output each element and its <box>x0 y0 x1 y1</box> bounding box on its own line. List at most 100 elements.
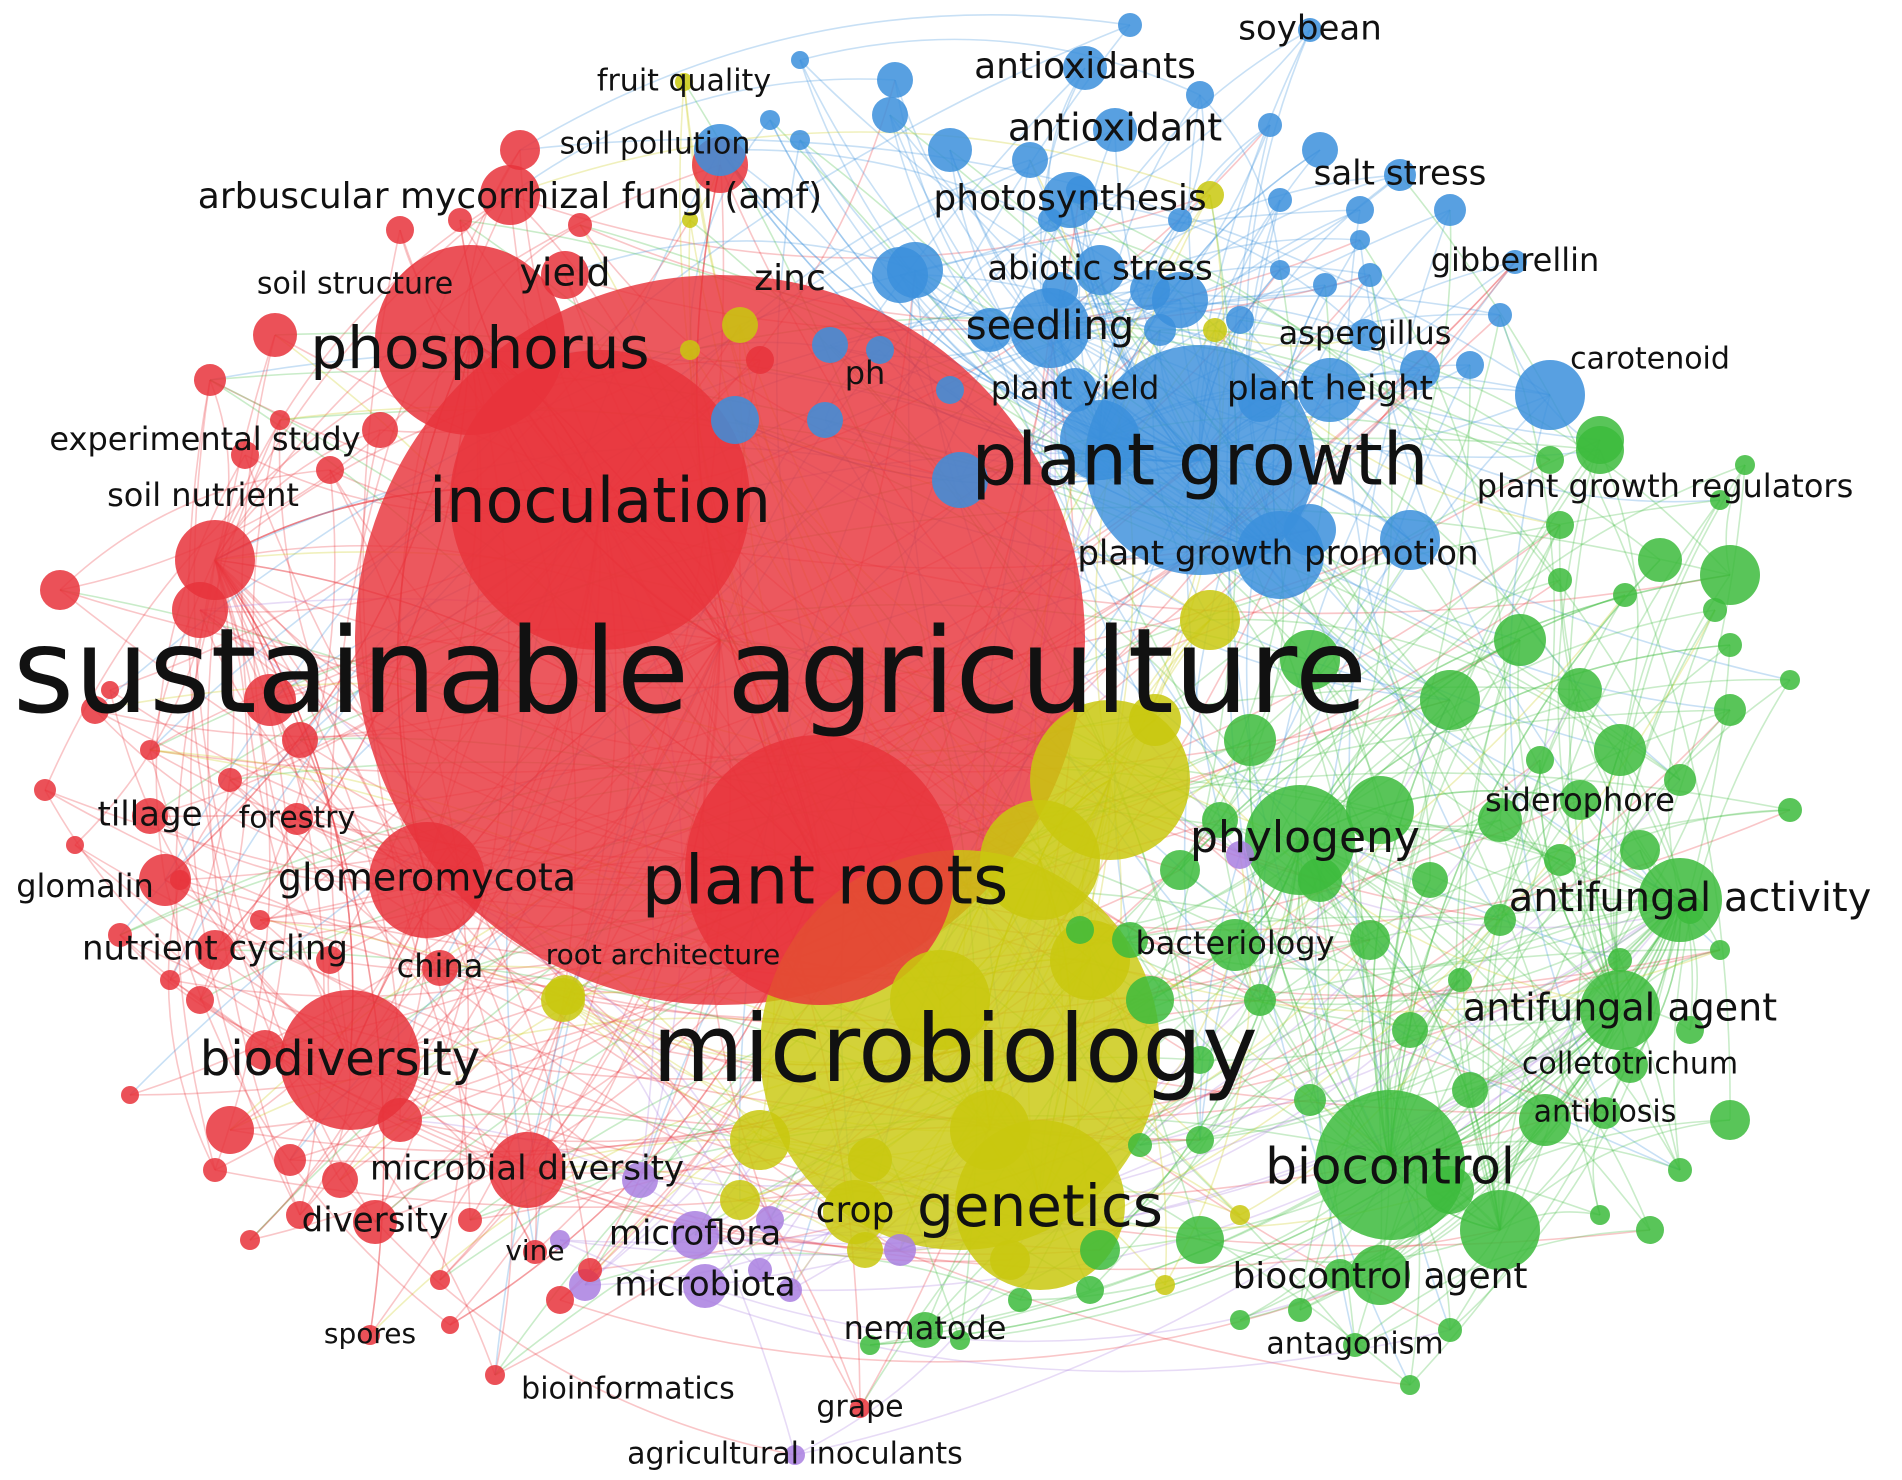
link-edge <box>1359 239 1507 821</box>
keyword-label-genetics: genetics <box>917 1172 1163 1240</box>
keyword-node-red <box>139 854 191 906</box>
keyword-node-blue <box>1238 378 1282 422</box>
link-edge <box>1049 174 1401 329</box>
link-edge <box>1389 559 1661 1166</box>
keyword-node-red <box>121 1086 139 1104</box>
keyword-node-green <box>1676 896 1704 924</box>
link-edge <box>1386 439 1601 1166</box>
keyword-node-yellow <box>730 1110 790 1170</box>
link-edge <box>1199 364 1471 1141</box>
keyword-label-grape: grape <box>816 1390 903 1425</box>
keyword-node-red <box>270 410 290 430</box>
link-edge <box>1149 124 1271 291</box>
link-edge <box>1309 529 1431 881</box>
keyword-node-red <box>568 213 592 237</box>
keyword-label-bacteriology: bacteriology <box>1135 924 1334 962</box>
keyword-node-blue <box>1313 273 1337 297</box>
link-edge <box>559 1274 1381 1363</box>
keyword-node-green <box>1558 668 1602 712</box>
keyword-node-red <box>541 251 589 299</box>
link-edge <box>1259 899 1681 1006</box>
keyword-node-red <box>316 946 344 974</box>
keyword-node-green <box>1664 764 1696 796</box>
keyword-node-red <box>172 582 228 638</box>
link-edge <box>339 1179 796 1456</box>
keyword-node-blue <box>1118 13 1142 37</box>
keyword-node-green <box>1412 862 1448 898</box>
link-edge <box>214 559 271 1171</box>
keyword-node-red <box>746 346 774 374</box>
link-edge <box>1299 839 1501 1231</box>
keyword-label-phylogeny: phylogeny <box>1190 812 1420 863</box>
keyword-node-blue <box>872 97 908 133</box>
keyword-node-green <box>1526 746 1554 774</box>
link-edge <box>1199 1229 1501 1264</box>
keyword-label-soil-nutrient: soil nutrient <box>107 476 299 514</box>
keyword-node-purple <box>748 1258 772 1282</box>
link-edge <box>1069 199 1366 336</box>
link-edge <box>1259 274 1393 1001</box>
link-edge <box>1299 839 1606 1114</box>
link-edge <box>1509 394 1606 1114</box>
keyword-node-yellow <box>980 800 1100 920</box>
keyword-node-green <box>1076 1276 1104 1304</box>
keyword-label-soil-pollution: soil pollution <box>560 127 751 162</box>
keyword-node-yellow <box>1129 694 1181 746</box>
keyword-node-red <box>274 1144 306 1176</box>
keyword-node-blue <box>1488 303 1512 327</box>
keyword-node-blue <box>936 376 964 404</box>
keyword-node-blue <box>807 402 843 438</box>
keyword-label-diversity: diversity <box>302 1201 449 1241</box>
keyword-node-purple <box>778 1278 802 1302</box>
keyword-node-red <box>485 1365 505 1385</box>
keyword-node-red <box>240 1230 260 1250</box>
link-edge <box>1214 329 1366 347</box>
keyword-node-green <box>1343 1333 1367 1357</box>
link-edge <box>509 131 1211 196</box>
keyword-label-inoculation: inoculation <box>429 464 771 537</box>
keyword-node-green <box>1735 455 1755 475</box>
keyword-node-yellow <box>823 1180 887 1244</box>
link-edge <box>1199 94 1281 271</box>
link-edge <box>1346 209 1501 921</box>
keyword-node-green <box>1126 976 1174 1024</box>
keyword-node-red <box>546 1286 574 1314</box>
link-edge <box>1557 439 1621 1011</box>
link-edge <box>1455 639 1521 1231</box>
keyword-label-ph: ph <box>845 354 886 392</box>
keyword-label-seedling: seedling <box>966 303 1134 349</box>
link-edge <box>1379 1009 1621 1276</box>
link-edge <box>1299 839 1501 1231</box>
keyword-label-abiotic-stress: abiotic stress <box>987 249 1213 289</box>
keyword-label-nematode: nematode <box>844 1309 1007 1347</box>
keyword-node-green <box>1608 948 1632 972</box>
keyword-node-blue <box>1130 270 1170 310</box>
link-edge <box>889 114 1601 1216</box>
keyword-node-green <box>907 1312 943 1348</box>
keyword-node-red <box>244 674 296 726</box>
keyword-node-yellow <box>1180 590 1240 650</box>
keyword-node-red <box>362 412 398 448</box>
keyword-node-green <box>1112 922 1148 958</box>
link-edge <box>924 939 1371 1331</box>
link-edge <box>1049 219 1561 581</box>
keyword-node-blue <box>866 336 894 364</box>
link-edge <box>1079 929 1621 1028</box>
link-edge <box>269 699 641 1181</box>
link-edge <box>278 419 428 881</box>
keyword-node-green <box>1288 1298 1312 1322</box>
link-edge <box>559 899 1681 1244</box>
keyword-label-fruit-quality: fruit quality <box>597 64 771 99</box>
link-edge <box>1179 574 1731 871</box>
link-edge <box>899 29 1311 276</box>
keyword-node-green <box>1676 1016 1704 1044</box>
keyword-node-yellow <box>848 1138 892 1182</box>
keyword-node-blue <box>1358 263 1382 287</box>
link-edge <box>1239 319 1561 526</box>
keyword-node-blue <box>1268 188 1292 212</box>
keyword-node-blue <box>887 242 943 298</box>
keyword-node-yellow <box>545 975 585 1015</box>
link-edge <box>1389 644 1731 1166</box>
keyword-label-photosynthesis: photosynthesis <box>933 178 1206 219</box>
